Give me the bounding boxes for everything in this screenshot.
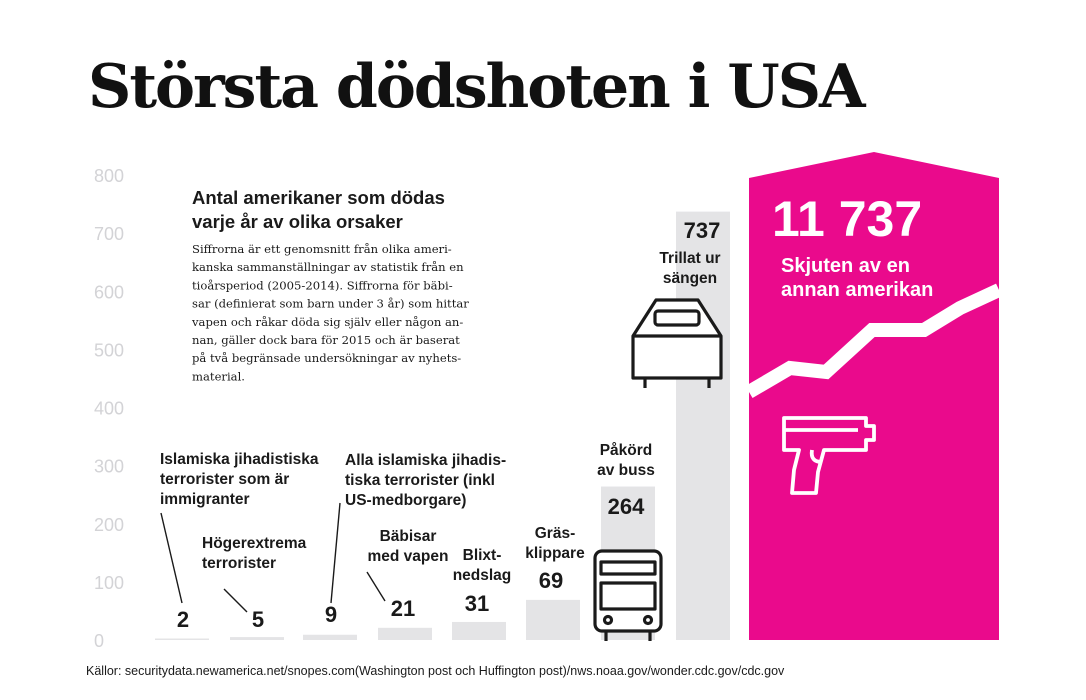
y-tick-label: 0	[94, 631, 104, 651]
chart-note-line: tioårsperiod (2005-2014). Siffrorna för …	[192, 278, 453, 292]
category-label: med vapen	[368, 548, 449, 565]
category-label: terrorister som är	[160, 471, 289, 488]
leader-line	[366, 571, 386, 602]
page-title: Största dödshoten i USA	[88, 52, 866, 122]
leader-line	[223, 588, 248, 613]
gun-icon	[782, 416, 876, 495]
y-tick-label: 300	[94, 457, 124, 477]
category-label: Blixt-	[463, 547, 502, 564]
chart-note-line: kanska sammanställningar av statistik fr…	[192, 260, 464, 274]
chart-description: Antal amerikaner som dödas varje år av ol…	[191, 187, 469, 383]
chart-note-line: sar (definierat som barn under 3 år) som…	[192, 297, 469, 311]
bar-highlight	[749, 152, 999, 640]
category-label: immigranter	[160, 491, 250, 508]
y-tick-label: 100	[94, 573, 124, 593]
category-label: Islamiska jihadistiska	[160, 451, 319, 468]
category-label: klippare	[525, 545, 585, 562]
category-label: terrorister	[202, 555, 276, 572]
bar	[378, 627, 432, 640]
y-tick-label: 200	[94, 515, 124, 535]
chart-subtitle: Antal amerikaner som dödas	[192, 187, 445, 208]
category-label: av buss	[597, 462, 655, 479]
bar	[676, 211, 730, 640]
value-label: 2	[177, 607, 189, 632]
value-label: 737	[684, 218, 721, 243]
value-label: 21	[391, 596, 415, 621]
bar	[230, 637, 284, 640]
bed-icon	[631, 298, 723, 388]
bus-icon	[593, 549, 663, 641]
value-label: 69	[539, 568, 563, 593]
source-credits: Källor: securitydata.newamerica.net/snop…	[86, 664, 785, 678]
chart-note-line: nan, gäller dock bara för 2015 och är ba…	[192, 333, 460, 347]
leader-line	[330, 502, 341, 604]
category-label: Bäbisar	[380, 528, 437, 545]
y-tick-label: 600	[94, 282, 124, 302]
y-tick-label: 400	[94, 399, 124, 419]
category-label: sängen	[663, 270, 717, 287]
bar	[526, 599, 580, 640]
value-label-highlight: 11 737	[772, 191, 922, 247]
category-label: Alla islamiska jihadis-	[345, 452, 506, 469]
icons	[593, 298, 876, 641]
y-tick-label: 800	[94, 166, 124, 186]
chart-note-line: material.	[192, 369, 245, 383]
category-label: Gräs-	[535, 525, 576, 542]
value-label: 9	[325, 602, 337, 627]
category-label-highlight: Skjuten av en	[781, 255, 910, 277]
bar	[452, 621, 506, 640]
scale-break	[745, 283, 1002, 399]
chart-note-line: på två begränsade undersökningar av nyhe…	[192, 351, 461, 365]
chart-subtitle: varje år av olika orsaker	[192, 211, 403, 232]
category-label: US-medborgare)	[345, 492, 466, 509]
value-label: 31	[465, 591, 489, 616]
chart-note-line: vapen och råkar döda sig själv eller någ…	[191, 315, 463, 329]
chart-note-line: Siffrorna är ett genomsnitt från olika a…	[192, 242, 452, 256]
value-label: 5	[252, 607, 264, 632]
value-label: 264	[608, 494, 645, 519]
category-label: nedslag	[453, 567, 512, 584]
bar-chart: 0 100 200 300 400 500 600 700 800 Antal amerikan…	[94, 152, 1002, 651]
category-label-highlight: annan amerikan	[781, 279, 933, 301]
category-label: tiska terrorister (inkl	[345, 472, 495, 489]
category-label: Påkörd	[600, 442, 653, 459]
category-labels: 2 5 9 21 31 69 264 737 Islamiska jihadistiska ter…	[160, 191, 933, 632]
category-label: Högerextrema	[202, 535, 307, 552]
bar	[303, 634, 357, 640]
y-tick-label: 500	[94, 340, 124, 360]
category-label: Trillat ur	[659, 250, 720, 267]
leader-line	[160, 512, 183, 604]
bar	[155, 638, 209, 640]
y-tick-label: 700	[94, 224, 124, 244]
y-axis: 0 100 200 300 400 500 600 700 800	[94, 166, 124, 651]
